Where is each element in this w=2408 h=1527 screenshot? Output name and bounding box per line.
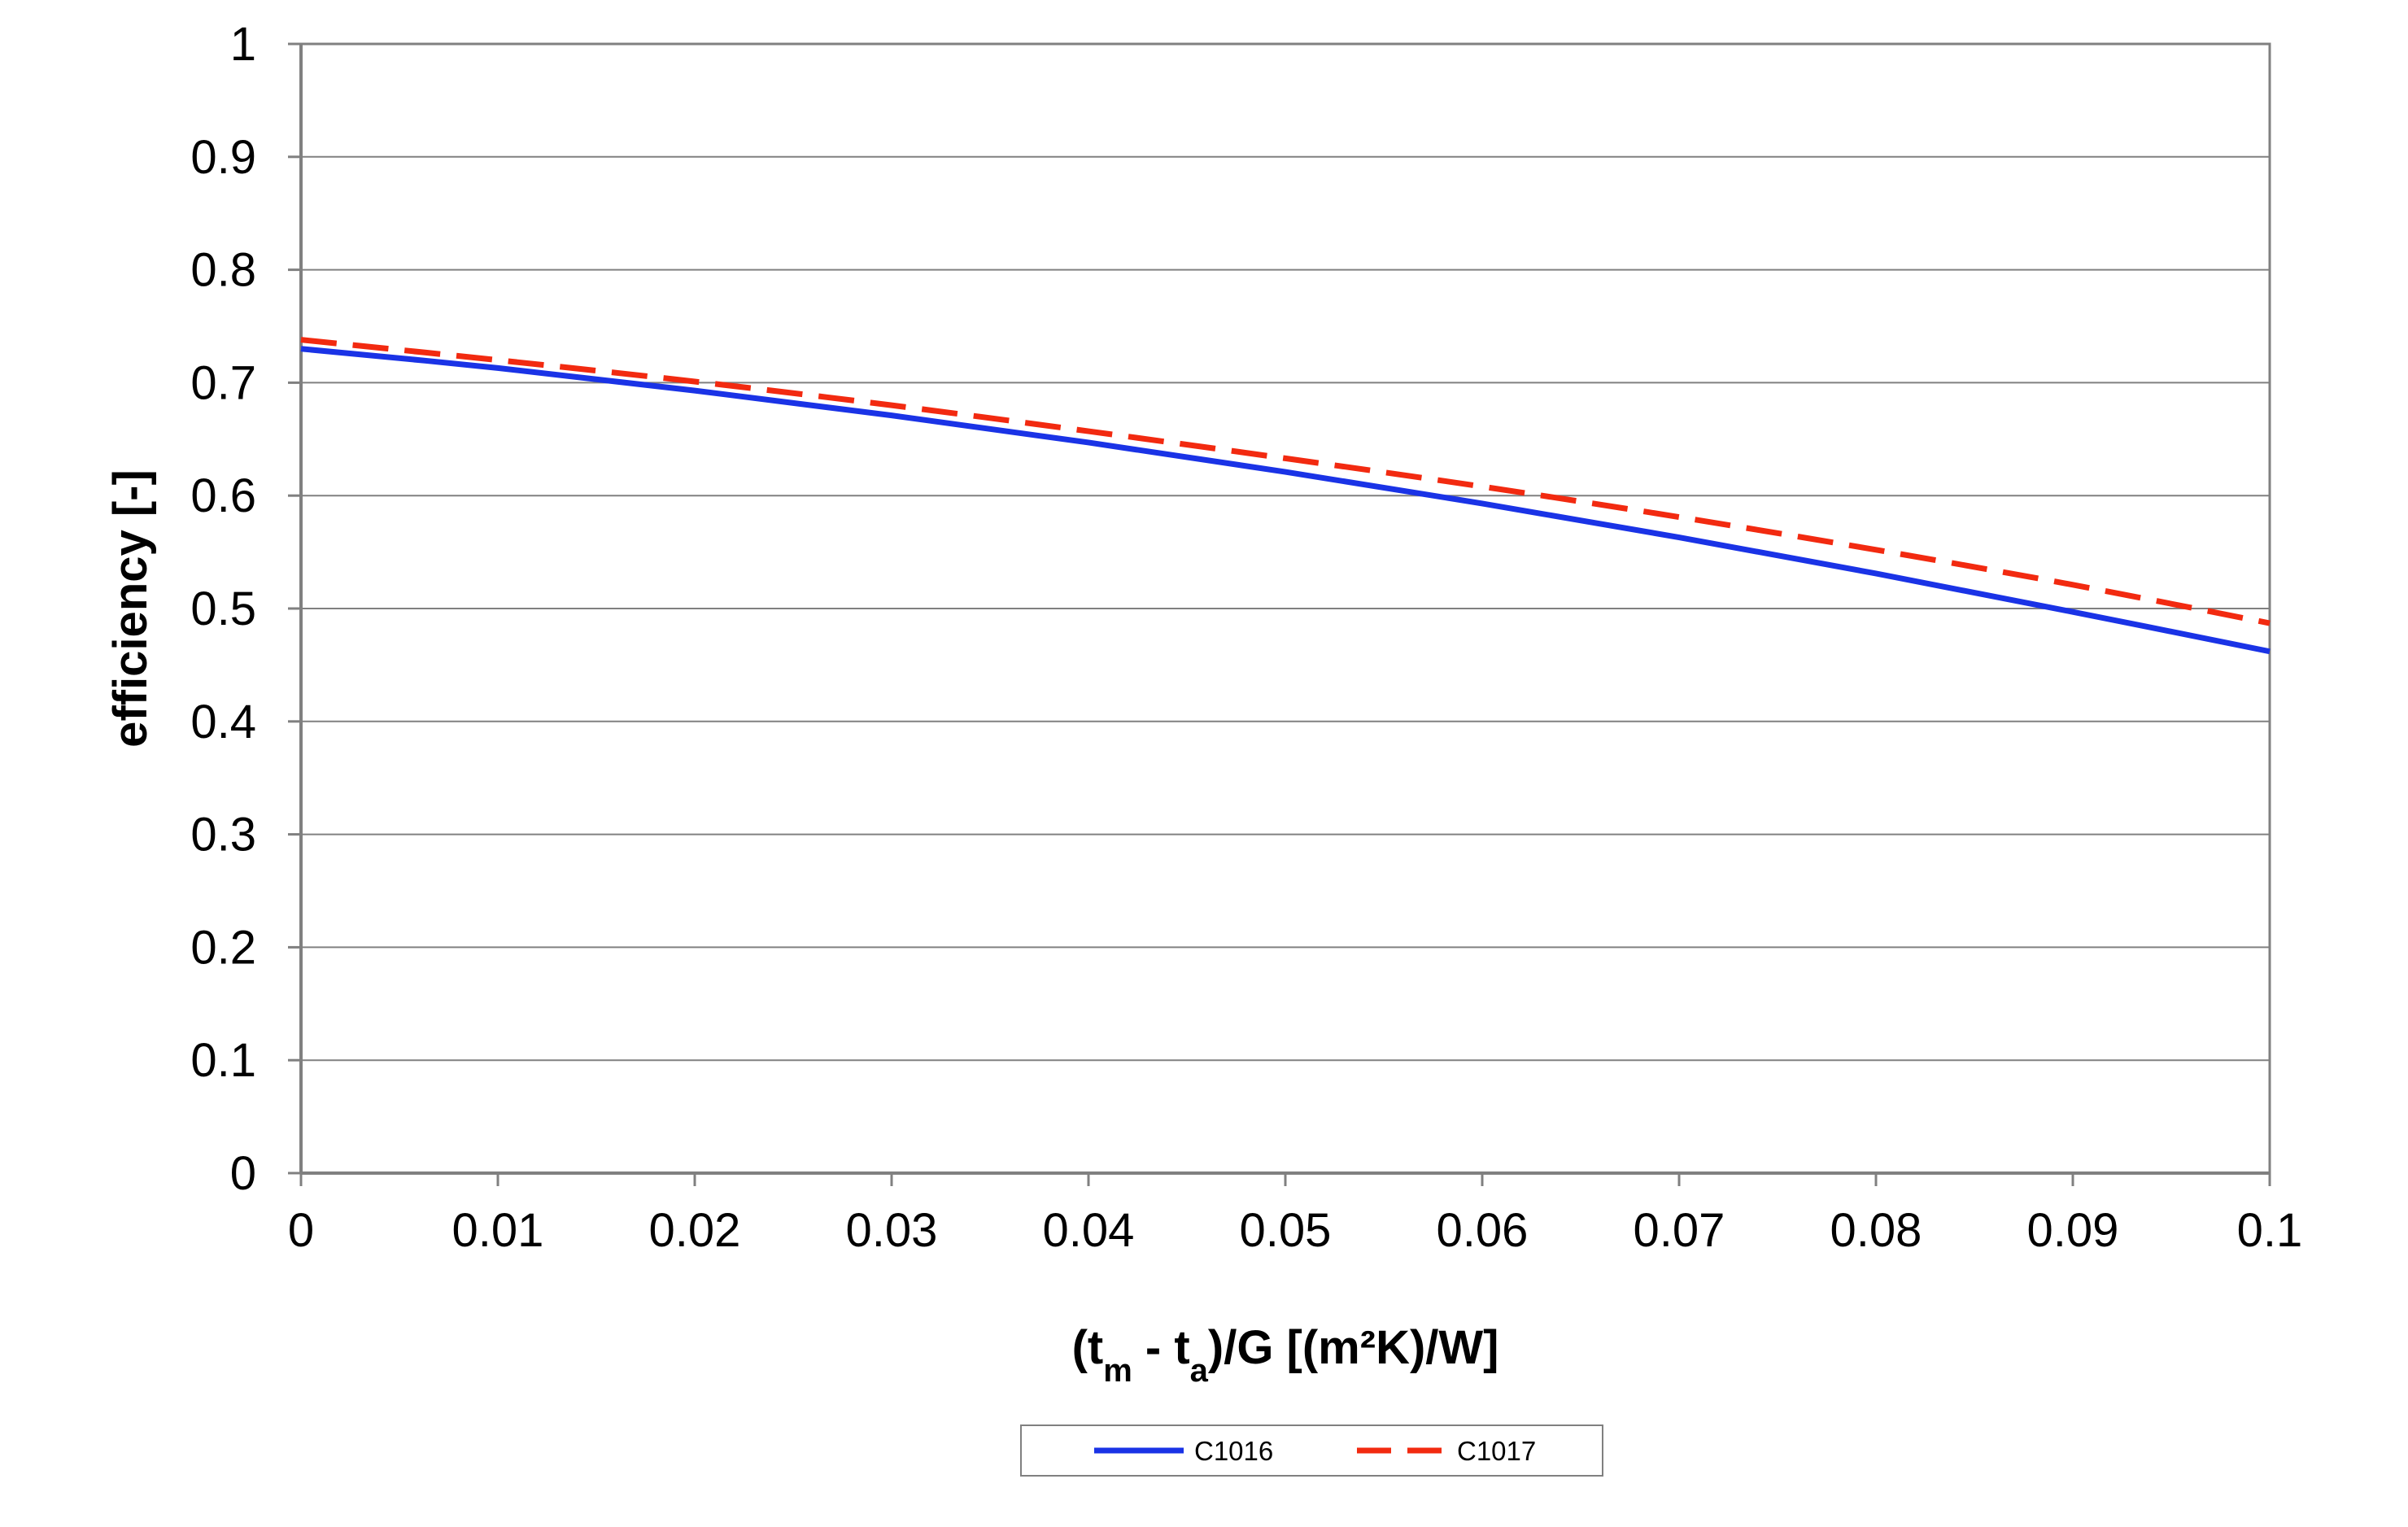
x-tick-label: 0.07 — [1634, 1204, 1725, 1257]
x-tick-label: 0.02 — [649, 1204, 741, 1257]
x-axis-title-open: (t — [1072, 1321, 1104, 1374]
y-axis-title: efficiency [-] — [104, 469, 157, 748]
x-axis-title-sub-m: m — [1103, 1353, 1132, 1389]
y-tick-label: 0.6 — [190, 469, 256, 522]
y-axis-ticks: 0 0.1 0.2 0.3 0.4 0.5 0.6 0.7 0.8 0.9 1 — [190, 18, 301, 1200]
legend: C1016 C1017 — [1020, 1424, 1603, 1477]
series-lines — [300, 337, 2271, 655]
y-tick-label: 0.4 — [190, 696, 256, 748]
y-tick-label: 0.8 — [190, 244, 256, 297]
series-line-c1017 — [300, 337, 2271, 626]
x-tick-label: 0.04 — [1043, 1204, 1135, 1257]
x-axis-title-close: )/G [(m²K)/W] — [1208, 1321, 1499, 1374]
y-tick-label: 0.3 — [190, 809, 256, 862]
legend-label-c1016: C1016 — [1194, 1436, 1273, 1466]
legend-label-c1017: C1017 — [1457, 1436, 1536, 1466]
x-axis-title-mid: - t — [1132, 1321, 1190, 1374]
x-tick-label: 0.01 — [452, 1204, 544, 1257]
x-tick-label: 0 — [288, 1204, 314, 1257]
series-line-c1016 — [300, 346, 2271, 655]
x-axis-ticks: 0 0.01 0.02 0.03 0.04 0.05 0.06 0.07 0.08 0.09 0.1 — [288, 1173, 2302, 1257]
y-tick-label: 0.2 — [190, 921, 256, 974]
x-tick-label: 0.06 — [1437, 1204, 1529, 1257]
y-tick-label: 0.1 — [190, 1034, 256, 1087]
y-tick-label: 0.9 — [190, 131, 256, 184]
y-tick-label: 0.5 — [190, 582, 256, 635]
x-tick-label: 0.05 — [1240, 1204, 1332, 1257]
x-axis-title-sub-a: a — [1190, 1353, 1209, 1389]
x-tick-label: 0.03 — [846, 1204, 938, 1257]
y-tick-label: 1 — [230, 18, 256, 71]
x-tick-label: 0.1 — [2237, 1204, 2303, 1257]
y-tick-label: 0 — [230, 1147, 256, 1200]
x-tick-label: 0.09 — [2027, 1204, 2119, 1257]
x-tick-label: 0.08 — [1830, 1204, 1922, 1257]
y-tick-label: 0.7 — [190, 356, 256, 409]
x-axis-title: (tm - ta)/G [(m²K)/W] — [1072, 1321, 1499, 1389]
